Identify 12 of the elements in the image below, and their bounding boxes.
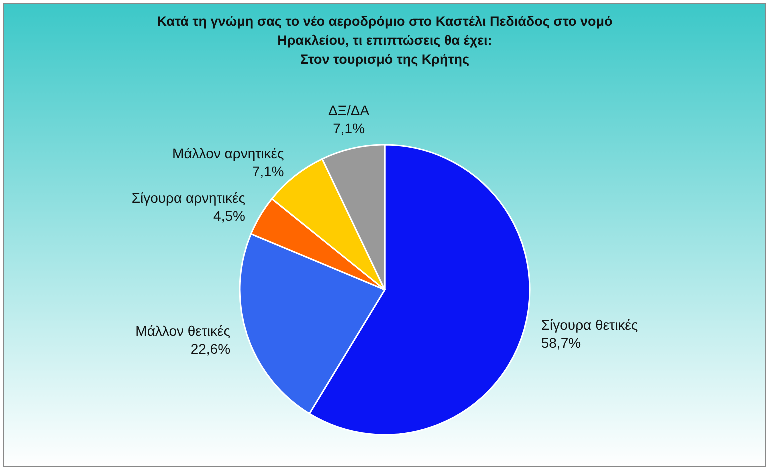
data-label: 4,5% — [214, 208, 246, 224]
slice-label: Μάλλον αρνητικές — [172, 146, 284, 162]
slice-label: Σίγουρα θετικές — [541, 316, 638, 333]
data-label: 58,7% — [541, 334, 582, 351]
chart-subtitle: Στον τουρισμό της Κρήτης — [300, 52, 470, 67]
chart-title: Κατά τη γνώμη σας το νέο αεροδρόμιο στο Καστέλι Πεδιάδος στο νομό Ηρακλείου, τι επιπτώσεις θα έχει: — [157, 14, 613, 48]
data-label: 7,1% — [333, 120, 366, 137]
data-label: 7,1% — [252, 164, 284, 180]
slice-label: Σίγουρα αρνητικές — [132, 190, 246, 206]
data-label: 22,6% — [190, 341, 231, 358]
slice-label: ΔΞ/ΔΑ — [328, 102, 370, 119]
slice-label: Μάλλον θετικές — [136, 323, 231, 340]
